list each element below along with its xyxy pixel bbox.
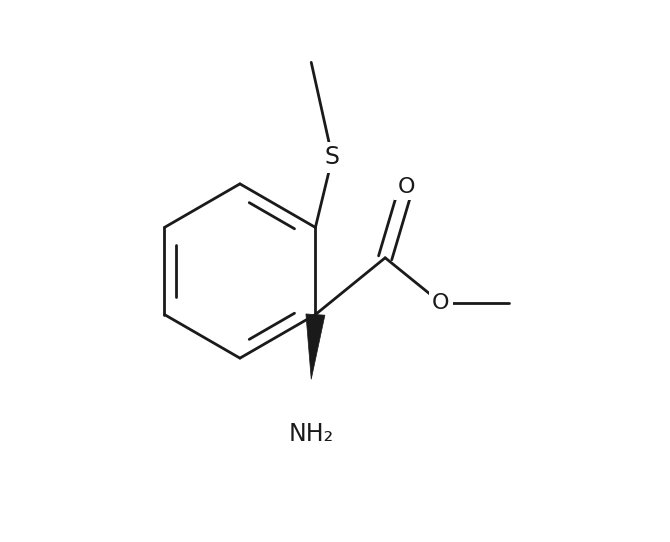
Text: O: O: [397, 177, 415, 197]
Text: O: O: [432, 293, 450, 313]
Text: S: S: [325, 145, 340, 170]
Text: NH₂: NH₂: [289, 422, 334, 446]
Polygon shape: [306, 314, 325, 379]
